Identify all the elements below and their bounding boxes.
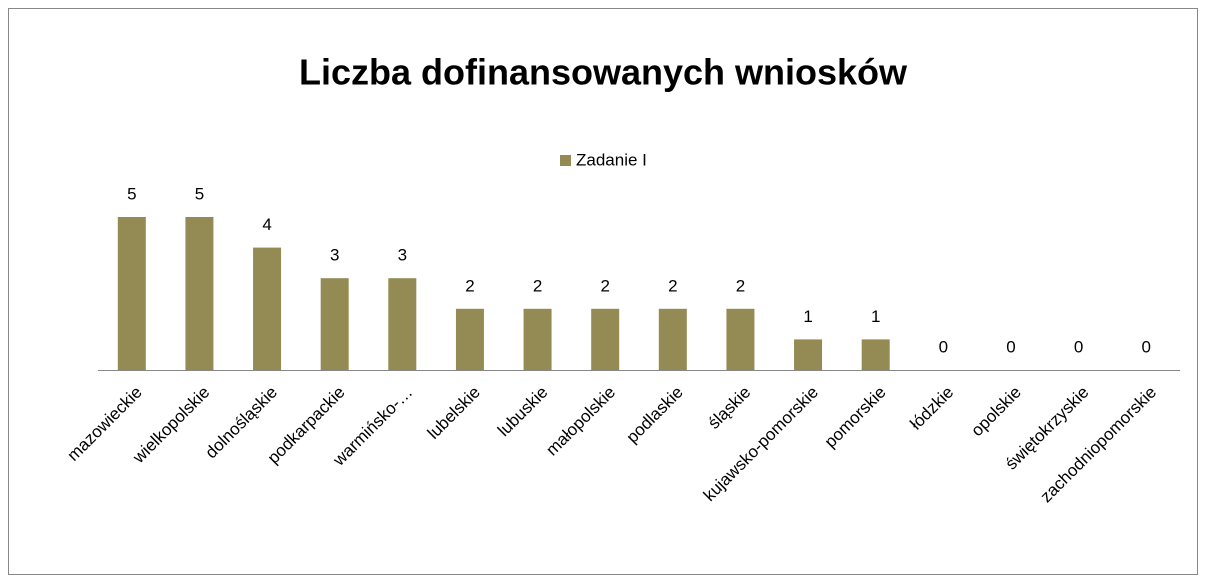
bar	[591, 308, 620, 370]
legend-label: Zadanie I	[576, 150, 647, 169]
bar	[658, 308, 687, 370]
data-label: 2	[668, 276, 677, 295]
bar	[320, 278, 349, 370]
data-label: 3	[330, 246, 339, 265]
bar	[117, 217, 146, 370]
data-label: 0	[1006, 337, 1015, 356]
legend-swatch	[560, 155, 571, 166]
data-label: 1	[871, 307, 880, 326]
data-label: 2	[736, 276, 745, 295]
data-label: 4	[262, 215, 271, 234]
bar	[388, 278, 417, 370]
bar	[861, 339, 890, 370]
data-label: 0	[1141, 337, 1150, 356]
bar	[253, 247, 282, 370]
data-label: 2	[533, 276, 542, 295]
data-label: 5	[127, 184, 136, 203]
chart-title: Liczba dofinansowanych wniosków	[299, 52, 908, 93]
data-label: 3	[398, 246, 407, 265]
bar	[726, 308, 755, 370]
data-label: 1	[803, 307, 812, 326]
bar	[455, 308, 484, 370]
data-label: 5	[195, 184, 204, 203]
bar	[794, 339, 823, 370]
bar	[185, 217, 214, 370]
data-label: 0	[939, 337, 948, 356]
bar	[523, 308, 552, 370]
data-label: 2	[600, 276, 609, 295]
data-label: 0	[1074, 337, 1083, 356]
data-label: 2	[465, 276, 474, 295]
